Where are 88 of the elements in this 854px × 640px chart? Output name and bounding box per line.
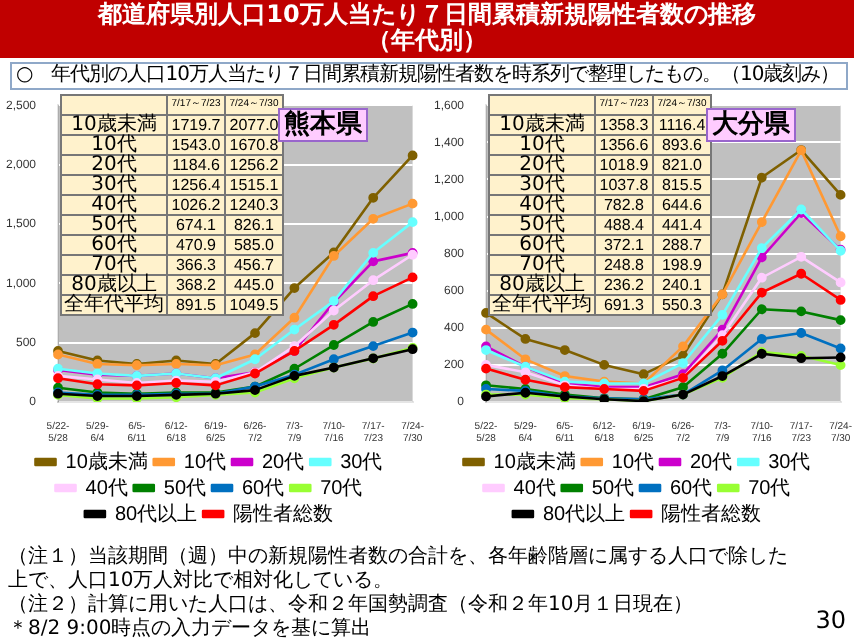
annotation: 488.4 [595, 215, 653, 235]
legend-label: 50代 [163, 477, 206, 500]
annotation: 1240.3 [225, 195, 283, 215]
legend-label: 80代以上 [542, 501, 626, 526]
annotation: 10代 [61, 134, 167, 156]
annotation: 644.6 [653, 195, 711, 215]
annotation: 550.3 [653, 295, 711, 315]
annotation: 50代 [489, 214, 595, 236]
annotation: 674.1 [167, 215, 225, 235]
annotation: 全年代平均 [489, 294, 595, 316]
annotation: 1184.6 [167, 155, 225, 175]
legend-label: 10代 [611, 451, 654, 474]
annotation: 80歳以上 [489, 274, 595, 296]
text: ＊8/2 9:00時点の入力データを基に算出 [8, 618, 374, 640]
legend-label: 30代 [768, 451, 811, 474]
legend-label: 30代 [340, 451, 383, 474]
annotation: 1358.3 [595, 115, 653, 135]
annotation: 20代 [61, 154, 167, 176]
annotation: 815.5 [653, 175, 711, 195]
text: （注１）当該期間（週）中の新規陽性者数の合計を、各年齢階層に属する人口で除した上で、人口10万人対比で相対化している。 [8, 546, 790, 593]
annotation: 456.7 [225, 255, 283, 275]
legend-label: 10歳未満 [493, 449, 576, 474]
annotation: 445.0 [225, 275, 283, 295]
annotation: 1670.8 [225, 135, 283, 155]
annotation: 70代 [61, 254, 167, 276]
legend-label: 40代 [513, 477, 556, 500]
annotation: 10歳未満 [61, 114, 167, 136]
annotation: 1018.9 [595, 155, 653, 175]
annotation: 40代 [489, 194, 595, 216]
legend-label: 10代 [183, 451, 226, 474]
annotation: 30代 [61, 174, 167, 196]
annotation: 240.1 [653, 275, 711, 295]
annotation: 70代 [489, 254, 595, 276]
legend-label: 陽性者総数 [233, 501, 334, 526]
annotation: 10歳未満 [489, 114, 595, 136]
text: 都道府県別人口10万人当たり７日間累積新規陽性者数の推移（年代別） [95, 0, 758, 54]
annotation: 248.8 [595, 255, 653, 275]
annotation: 30代 [489, 174, 595, 196]
chart-title: 熊本県 [278, 107, 369, 142]
legend-label: 60代 [670, 477, 713, 500]
legend-label: 70代 [748, 477, 791, 500]
legend-label: 40代 [85, 477, 128, 500]
annotation: 368.2 [167, 275, 225, 295]
text: ○ 年代別の人口10万人当たり７日間累積新規陽性者数を時系列で整理したもの。（10歳刻み） [10, 62, 848, 90]
text: （注２）計算に用いた人口は、令和２年国勢調査（令和２年10月１日現在） [8, 594, 696, 617]
annotation: 470.9 [167, 235, 225, 255]
annotation: 1026.2 [167, 195, 225, 215]
annotation: 1256.2 [225, 155, 283, 175]
annotation: 585.0 [225, 235, 283, 255]
chart-title: 大分県 [706, 107, 797, 142]
annotation: 60代 [61, 234, 167, 256]
annotation: 1256.4 [167, 175, 225, 195]
annotation: 20代 [489, 154, 595, 176]
annotation: 891.5 [167, 295, 225, 315]
legend-label: 20代 [262, 451, 305, 474]
legend-label: 10歳未満 [65, 449, 148, 474]
annotation: 441.4 [653, 215, 711, 235]
annotation: 1037.8 [595, 175, 653, 195]
annotation: 50代 [61, 214, 167, 236]
annotation: 1049.5 [225, 295, 283, 315]
annotation: 1719.7 [167, 115, 225, 135]
annotation: 236.2 [595, 275, 653, 295]
annotation: 826.1 [225, 215, 283, 235]
annotation: 全年代平均 [61, 294, 167, 316]
annotation: 821.0 [653, 155, 711, 175]
annotation: 1356.6 [595, 135, 653, 155]
annotation: 366.3 [167, 255, 225, 275]
legend-label: 80代以上 [114, 501, 198, 526]
legend-label: 陽性者総数 [661, 501, 762, 526]
annotation: 40代 [61, 194, 167, 216]
annotation: 80歳以上 [61, 274, 167, 296]
annotation: 372.1 [595, 235, 653, 255]
legend-label: 60代 [242, 477, 285, 500]
text: 30 [815, 606, 846, 634]
legend-label: 20代 [690, 451, 733, 474]
annotation: 782.8 [595, 195, 653, 215]
legend-label: 70代 [320, 477, 363, 500]
annotation: 691.3 [595, 295, 653, 315]
annotation: 1116.4 [653, 115, 711, 135]
annotation: 288.7 [653, 235, 711, 255]
annotation: 1543.0 [167, 135, 225, 155]
annotation: 2077.0 [225, 115, 283, 135]
annotation: 198.9 [653, 255, 711, 275]
annotation: 893.6 [653, 135, 711, 155]
annotation: 60代 [489, 234, 595, 256]
legend-label: 50代 [591, 477, 634, 500]
annotation: 10代 [489, 134, 595, 156]
annotation: 1515.1 [225, 175, 283, 195]
